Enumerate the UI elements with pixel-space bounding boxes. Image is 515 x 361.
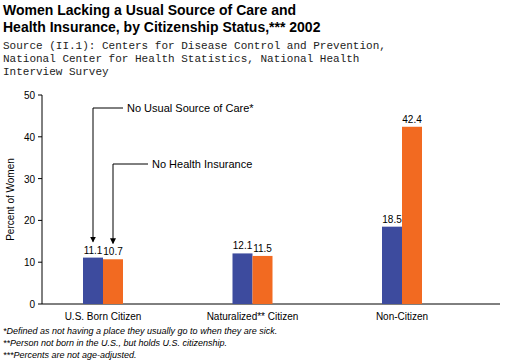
data-label: 10.7 xyxy=(103,246,123,257)
y-tick xyxy=(38,178,42,179)
y-tick xyxy=(38,136,42,137)
legend-entry: No Usual Source of Care* xyxy=(127,102,254,114)
data-label: 11.1 xyxy=(84,245,103,256)
bar xyxy=(253,256,273,304)
y-tick-label: 50 xyxy=(24,90,36,101)
legend-pointer xyxy=(93,108,123,242)
data-label: 11.5 xyxy=(253,243,272,254)
footnote: *Defined as not having a place they usua… xyxy=(3,326,277,336)
legend-entry: No Health Insurance xyxy=(152,158,252,170)
data-label: 12.1 xyxy=(233,240,253,251)
y-axis-label: Percent of Women xyxy=(5,158,16,241)
bar xyxy=(382,227,402,304)
footnote: ***Percents are not age-adjusted. xyxy=(3,350,137,360)
y-tick xyxy=(38,304,42,305)
bars xyxy=(83,127,422,304)
subtitle: Source (II.1): Centers for Disease Contr… xyxy=(3,40,403,79)
y-axis xyxy=(42,95,43,304)
chart: 0 10 20 30 40 50 Percent of Women 11.1 12.1 18.5 1… xyxy=(0,0,515,361)
y-tick xyxy=(38,262,42,263)
bar xyxy=(402,127,422,304)
y-tick-label: 20 xyxy=(24,215,36,226)
title: Women Lacking a Usual Source of Care and… xyxy=(3,2,323,36)
y-tick-label: 40 xyxy=(24,132,36,143)
y-tick xyxy=(38,220,42,221)
bar xyxy=(83,258,103,304)
x-tick-label: U.S. Born Citizen xyxy=(65,311,142,322)
legend-pointer xyxy=(113,164,148,243)
bar xyxy=(233,253,253,304)
x-tick-label: Naturalized** Citizen xyxy=(207,311,299,322)
y-tick xyxy=(38,95,42,96)
data-label: 18.5 xyxy=(382,214,402,225)
y-tick-label: 0 xyxy=(29,299,35,310)
x-tick-label: Non-Citizen xyxy=(376,311,428,322)
data-label: 42.4 xyxy=(402,114,422,125)
y-tick-label: 30 xyxy=(24,174,36,185)
bar xyxy=(103,259,123,304)
y-tick-label: 10 xyxy=(24,257,36,268)
footnote: **Person not born in the U.S., but holds… xyxy=(3,338,227,348)
